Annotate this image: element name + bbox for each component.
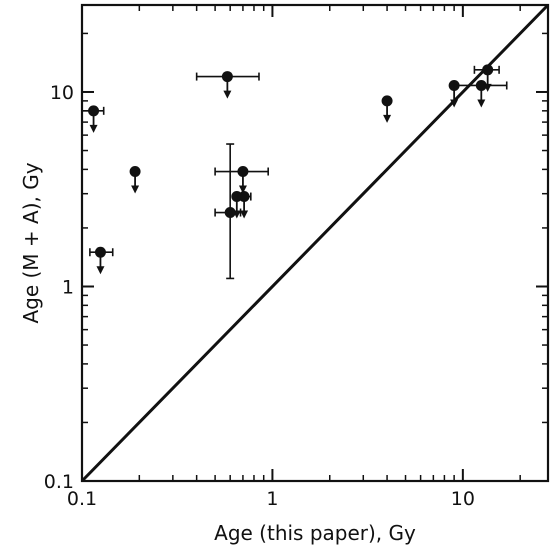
data-point [238,191,250,203]
data-points [81,64,508,280]
data-point [221,71,233,83]
data-point [224,207,236,219]
upper-limit-arrow-head [223,90,232,99]
x-tick-label: 1 [266,488,278,510]
y-axis-title: Age (M + A), Gy [19,162,43,323]
upper-limit-arrow-head [96,266,105,275]
data-point [381,95,393,107]
upper-limit-arrow-head [383,114,392,123]
data-point-group [473,64,500,92]
data-point-group [381,95,393,123]
data-point [475,79,487,91]
data-point-group [235,191,252,219]
y-tick-label: 1 [62,276,74,298]
plot-frame [80,3,550,483]
x-axis-title: Age (this paper), Gy [214,521,416,545]
x-tick-label: 0.1 [67,488,97,510]
data-point [482,64,494,76]
y-tick-label: 10 [50,82,74,104]
upper-limit-arrow-head [89,124,98,133]
plot-area [80,3,550,483]
x-tick-label: 10 [451,488,475,510]
reference-line [80,3,550,483]
y-tick-label: 0.1 [44,471,74,493]
upper-limit-arrow-head [483,83,492,92]
data-point-group [195,71,260,99]
upper-limit-arrow-head [240,210,249,219]
data-point-group [89,246,114,275]
upper-limit-arrow-head [450,99,459,108]
data-point [129,166,141,178]
axes: 0.1 1 10 0.1 1 10 [44,5,548,510]
data-point [88,105,100,117]
data-point [94,246,106,258]
data-point-group [453,79,508,108]
data-point-group [214,166,269,194]
data-point-group [214,143,242,280]
upper-limit-arrow-head [238,185,247,194]
upper-limit-arrow-head [131,185,140,194]
data-point-group [129,166,141,194]
data-point [237,166,249,178]
data-point-group [81,105,105,133]
upper-limit-arrow-head [477,99,486,108]
